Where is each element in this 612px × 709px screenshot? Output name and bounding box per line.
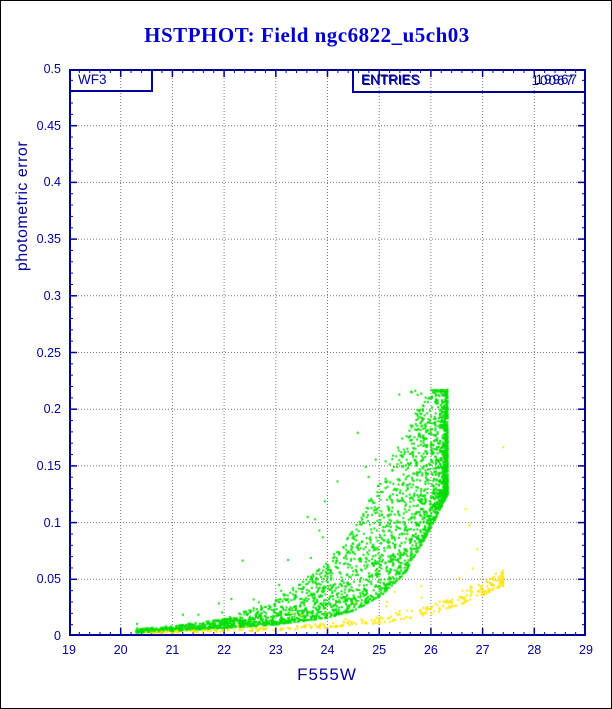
x-tick-label: 25 — [372, 643, 387, 657]
x-tick-label: 28 — [527, 643, 542, 657]
x-tick-label: 24 — [320, 643, 335, 657]
x-tick-label: 23 — [268, 643, 283, 657]
x-axis-title: F555W — [297, 665, 357, 684]
plot-area: WF3 ENTRIES ENTRIES 19967 10067 — [69, 69, 586, 636]
scatter-points-layer — [69, 69, 586, 636]
x-tick-label: 26 — [423, 643, 438, 657]
y-tick-label: 0.1 — [43, 515, 61, 530]
y-tick-label: 0.05 — [36, 572, 61, 587]
stats-entries-value-2: 10067 — [531, 73, 574, 88]
y-tick-label: 0 — [54, 629, 61, 643]
detector-label: WF3 — [78, 72, 107, 87]
page-title: HSTPHOT: Field ngc6822_u5ch03 — [144, 23, 470, 47]
y-tick-label: 0.2 — [43, 402, 61, 417]
x-tick-label: 27 — [475, 643, 490, 657]
y-tick-label: 0.3 — [43, 288, 61, 303]
stats-entries-value-1: 19967 — [535, 72, 578, 87]
x-tick-label: 21 — [165, 643, 180, 657]
x-tick-label: 20 — [113, 643, 128, 657]
x-tick-label: 29 — [579, 643, 593, 657]
stats-label: ENTRIES — [361, 72, 420, 87]
x-tick-label: 19 — [62, 643, 76, 657]
y-tick-label: 0.35 — [36, 232, 61, 247]
stats-label-overprint: ENTRIES — [362, 73, 421, 88]
y-tick-label: 0.25 — [36, 345, 61, 360]
y-tick-label: 0.4 — [43, 175, 61, 190]
x-tick-label: 22 — [217, 643, 232, 657]
y-tick-label: 0.15 — [36, 458, 61, 473]
detector-label-box: WF3 — [69, 69, 153, 92]
y-tick-label: 0.5 — [43, 62, 61, 76]
y-tick-label: 0.45 — [36, 118, 61, 133]
stats-box: ENTRIES ENTRIES 19967 10067 — [352, 69, 586, 93]
y-axis-title: photometric error — [14, 140, 31, 272]
